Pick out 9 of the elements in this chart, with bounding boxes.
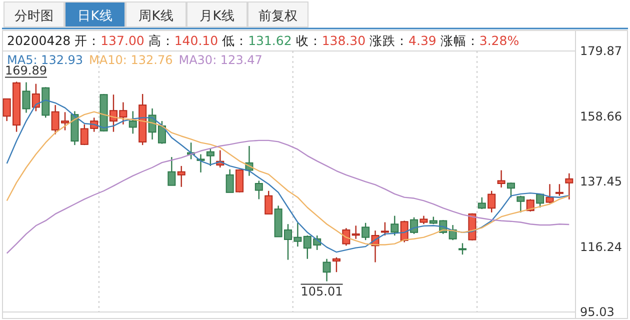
- y-tick-label: 137.45: [580, 174, 622, 188]
- y-tick-label: 116.24: [580, 240, 622, 254]
- annotation: 105.01: [300, 284, 343, 298]
- y-tick-label: 95.03: [580, 305, 614, 319]
- y-tick-label: 158.66: [580, 109, 622, 124]
- tabs: 分时图 日K线 周K线 月K线 前复权: [4, 2, 308, 28]
- chart-title: 20200428 开：137.00 高：140.10 低：131.62 收：138.30 涨跌：4.39 涨幅：3.28%: [7, 33, 520, 48]
- line-series: [6, 140, 570, 254]
- y-tick-label: 179.87: [580, 44, 622, 58]
